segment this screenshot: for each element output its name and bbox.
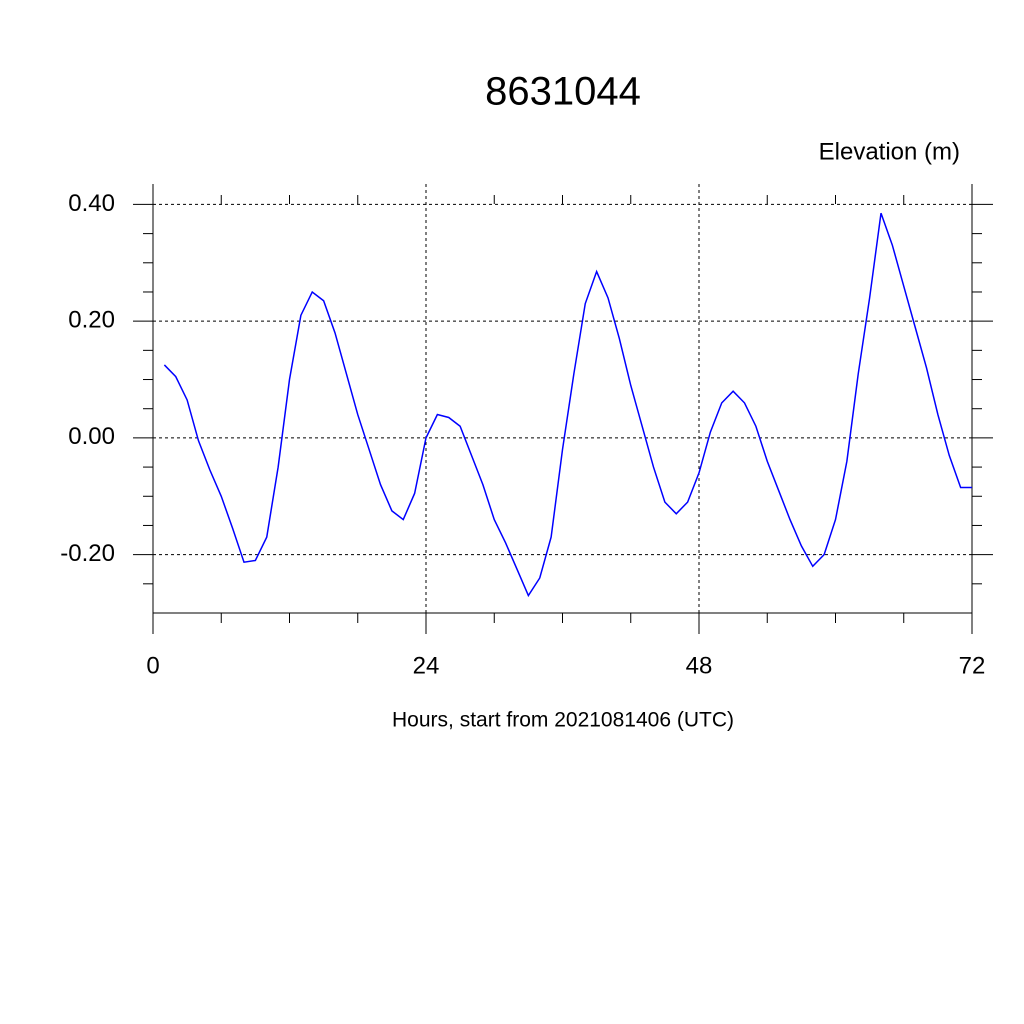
x-tick-label: 48 [686, 652, 713, 679]
x-tick-label: 24 [413, 652, 440, 679]
y-tick-label: 0.20 [68, 307, 115, 334]
y-tick-label: 0.00 [68, 423, 115, 450]
chart-title: 8631044 [485, 70, 641, 114]
y-tick-label: 0.40 [68, 190, 115, 217]
x-tick-label: 0 [146, 652, 159, 679]
y-tick-label: -0.20 [60, 540, 115, 567]
x-tick-label: 72 [959, 652, 986, 679]
x-axis-label: Hours, start from 2021081406 (UTC) [392, 709, 734, 732]
data-line [163, 212, 972, 598]
y-axis-label: Elevation (m) [819, 138, 960, 165]
plot-frame [152, 184, 973, 614]
